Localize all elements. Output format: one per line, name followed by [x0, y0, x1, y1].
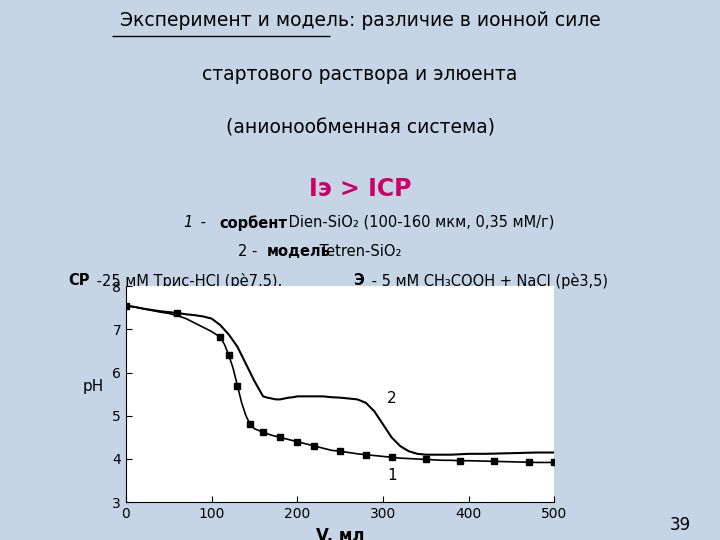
Text: - 5 мМ CH₃COOH + NaCl (рѐ3,5): - 5 мМ CH₃COOH + NaCl (рѐ3,5) [367, 273, 608, 289]
Text: Dien-SiO₂ (100-160 мкм, 0,35 мМ/г): Dien-SiO₂ (100-160 мкм, 0,35 мМ/г) [284, 215, 555, 230]
Text: 1: 1 [184, 215, 193, 230]
Text: -25 мМ Трис-HCl (рѐ7,5),: -25 мМ Трис-HCl (рѐ7,5), [92, 273, 287, 289]
Text: 1: 1 [387, 468, 397, 483]
Text: сорбент: сорбент [220, 215, 287, 231]
Text: (анионообменная система): (анионообменная система) [225, 119, 495, 138]
Text: СР: СР [68, 273, 90, 288]
Text: 2 -: 2 - [238, 244, 261, 259]
Text: модель: модель [266, 244, 330, 259]
Text: Эксперимент и модель: различие в ионной силе: Эксперимент и модель: различие в ионной … [120, 11, 600, 30]
Text: Э: Э [353, 273, 364, 288]
Y-axis label: pH: pH [82, 379, 104, 394]
Text: стартового раствора и элюента: стартового раствора и элюента [202, 65, 518, 84]
Text: -: - [196, 215, 210, 230]
X-axis label: V, мл: V, мл [316, 526, 364, 540]
Text: Iэ > IСР: Iэ > IСР [309, 177, 411, 201]
Text: 2: 2 [387, 391, 397, 406]
Text: 39: 39 [670, 516, 691, 534]
Text: Tetren-SiO₂: Tetren-SiO₂ [315, 244, 402, 259]
